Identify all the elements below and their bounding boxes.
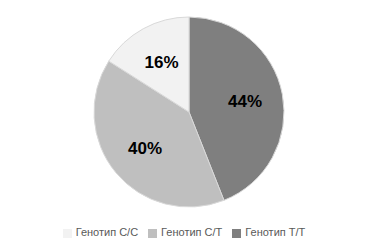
svg-text:44%: 44% (228, 92, 262, 111)
html-text:Генотип T/T: Генотип T/T (245, 226, 306, 238)
html-text:Генотип C/C: Генотип C/C (75, 226, 139, 238)
svg-text:16%: 16% (145, 53, 179, 72)
html-text:Генотип C/T: Генотип C/T (161, 226, 223, 238)
svg-text:40%: 40% (128, 139, 162, 158)
